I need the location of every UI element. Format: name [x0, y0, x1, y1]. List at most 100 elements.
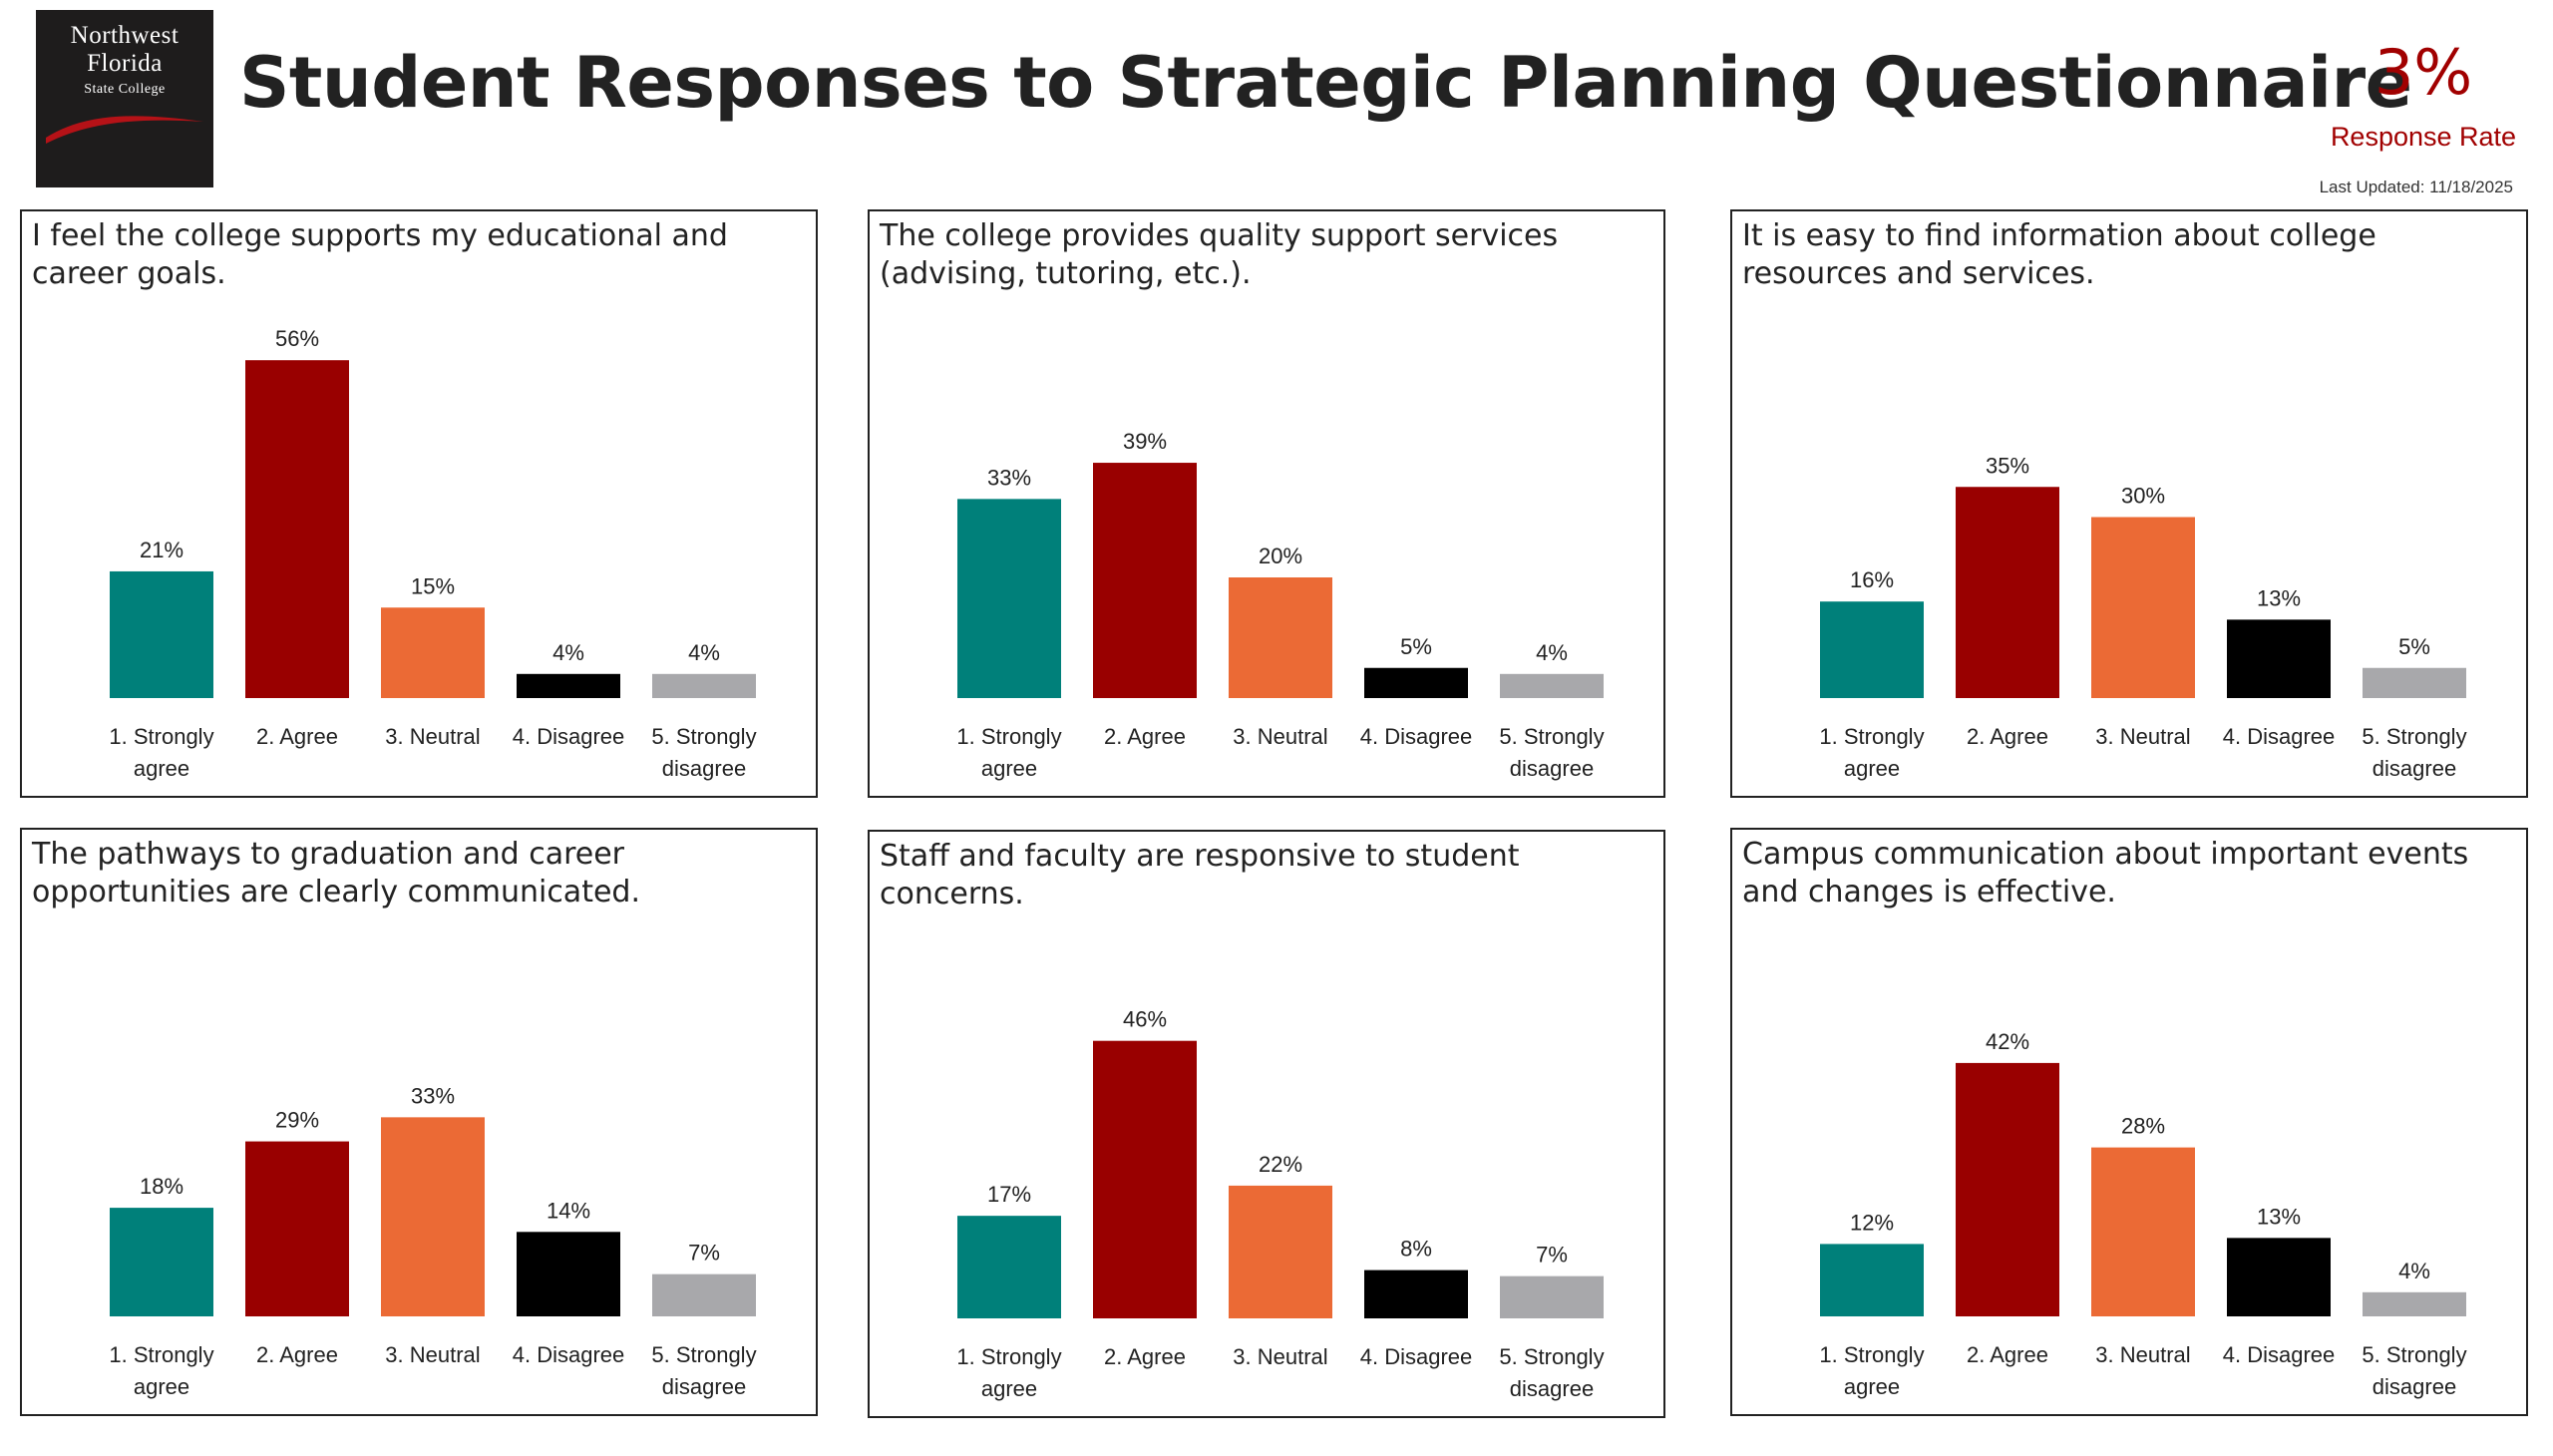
last-updated: Last Updated: 11/18/2025 — [2319, 178, 2513, 196]
college-logo: Northwest Florida State College — [36, 10, 213, 187]
bar-chart: 17% 1. Strongly agree 46% 2. Agree 22% 3. Neut… — [956, 1007, 1604, 1401]
data-label: 16% — [1850, 567, 1894, 592]
data-label: 18% — [140, 1174, 183, 1199]
data-label: 22% — [1259, 1152, 1302, 1177]
bar-agree — [245, 1141, 349, 1316]
data-label: 8% — [1400, 1237, 1432, 1262]
data-label: 20% — [1259, 544, 1302, 568]
bar-neutral — [381, 607, 485, 698]
category-label: 2. Agree — [1104, 1344, 1186, 1369]
category-label: 5. Strongly disagree — [651, 1342, 756, 1399]
bar-disagree — [2227, 1238, 2331, 1316]
category-label: 4. Disagree — [1360, 724, 1473, 749]
bar-strongly-agree — [110, 570, 213, 698]
chart-panel-3: It is easy to find information about col… — [1730, 209, 2528, 798]
bar-disagree — [517, 1232, 620, 1316]
bar-chart: 18% 1. Strongly agree 29% 2. Agree 33% 3. Neut… — [109, 1083, 756, 1399]
category-label: 3. Neutral — [385, 724, 480, 749]
category-label: 4. Disagree — [2223, 1342, 2336, 1367]
bar-neutral — [2091, 517, 2195, 698]
data-label: 39% — [1123, 429, 1167, 454]
bar-neutral — [2091, 1147, 2195, 1316]
page-title: Student Responses to Strategic Planning … — [239, 42, 2412, 124]
response-rate-label: Response Rate — [2330, 122, 2517, 152]
logo-line-1: Northwest — [70, 22, 180, 49]
category-label: 5. Strongly disagree — [2362, 724, 2466, 781]
bar-agree — [245, 360, 349, 698]
data-label: 29% — [275, 1108, 319, 1133]
data-label: 4% — [2398, 1259, 2430, 1283]
bar-strongly-agree — [1820, 601, 1924, 698]
category-label: 3. Neutral — [385, 1342, 480, 1367]
logo-swoosh-icon — [46, 116, 203, 144]
bar-strongly-disagree — [652, 1274, 756, 1316]
logo-line-3: State College — [84, 82, 166, 97]
data-label: 5% — [2398, 634, 2430, 659]
data-label: 5% — [1400, 634, 1432, 659]
bar-disagree — [1364, 1270, 1468, 1318]
bar-chart: 12% 1. Strongly agree 42% 2. Agree 28% 3. Neut… — [1819, 1029, 2466, 1399]
category-label: 5. Strongly disagree — [1499, 724, 1604, 781]
category-label: 5. Strongly disagree — [651, 724, 756, 781]
chart-panel-2: The college provides quality support ser… — [868, 209, 1665, 798]
bar-neutral — [1229, 1185, 1332, 1318]
data-label: 14% — [547, 1198, 590, 1223]
category-label: 2. Agree — [1104, 724, 1186, 749]
category-label: 3. Neutral — [1233, 724, 1327, 749]
response-rate-value: 3% — [2373, 36, 2473, 109]
category-label: 1. Strongly agree — [1819, 1342, 1924, 1399]
category-label: 4. Disagree — [513, 1342, 625, 1367]
bar-neutral — [1229, 577, 1332, 698]
data-label: 13% — [2257, 1204, 2301, 1229]
bar-agree — [1093, 463, 1197, 698]
category-label: 1. Strongly agree — [109, 724, 213, 781]
bar-agree — [1956, 487, 2059, 698]
question-title: The pathways to graduation and career op… — [32, 837, 640, 910]
bar-disagree — [517, 673, 620, 698]
category-label: 3. Neutral — [2095, 724, 2190, 749]
bar-strongly-disagree — [652, 673, 756, 698]
chart-panel-5: Staff and faculty are responsive to stud… — [868, 830, 1665, 1418]
category-label: 2. Agree — [256, 1342, 338, 1367]
bar-strongly-disagree — [1500, 1275, 1604, 1318]
category-label: 1. Strongly agree — [109, 1342, 213, 1399]
bar-chart: 16% 1. Strongly agree 35% 2. Agree 30% 3. Neut… — [1819, 453, 2466, 781]
bar-disagree — [2227, 619, 2331, 698]
bar-strongly-disagree — [2363, 667, 2466, 698]
bar-strongly-agree — [110, 1208, 213, 1316]
category-label: 1. Strongly agree — [1819, 724, 1924, 781]
category-label: 3. Neutral — [2095, 1342, 2190, 1367]
data-label: 4% — [688, 640, 720, 665]
bar-strongly-disagree — [2363, 1291, 2466, 1316]
chart-panel-4: The pathways to graduation and career op… — [20, 828, 818, 1416]
data-label: 4% — [1536, 640, 1568, 665]
question-title: Campus communication about important eve… — [1742, 837, 2469, 910]
data-label: 33% — [411, 1083, 455, 1108]
data-label: 42% — [1986, 1029, 2029, 1054]
data-label: 46% — [1123, 1007, 1167, 1032]
bar-strongly-agree — [957, 1216, 1061, 1318]
data-label: 56% — [275, 326, 319, 351]
category-label: 3. Neutral — [1233, 1344, 1327, 1369]
bar-neutral — [381, 1117, 485, 1316]
category-label: 4. Disagree — [1360, 1344, 1473, 1369]
chart-panel-6: Campus communication about important eve… — [1730, 828, 2528, 1416]
data-label: 28% — [2121, 1114, 2165, 1139]
bar-chart: 21% 1. Strongly agree 56% 2. Agree 15% 3. Neut… — [109, 326, 756, 781]
data-label: 17% — [987, 1182, 1031, 1207]
chart-panel-1: I feel the college supports my education… — [20, 209, 818, 798]
question-title: I feel the college supports my education… — [32, 218, 728, 291]
data-label: 30% — [2121, 484, 2165, 509]
category-label: 2. Agree — [1967, 724, 2048, 749]
bar-strongly-agree — [957, 499, 1061, 698]
data-label: 7% — [1536, 1243, 1568, 1268]
logo-line-2: Florida — [87, 50, 163, 77]
data-label: 7% — [688, 1241, 720, 1266]
data-label: 12% — [1850, 1210, 1894, 1235]
category-label: 4. Disagree — [2223, 724, 2336, 749]
question-title: The college provides quality support ser… — [880, 218, 1559, 291]
bar-agree — [1956, 1062, 2059, 1316]
data-label: 35% — [1986, 453, 2029, 478]
category-label: 2. Agree — [256, 724, 338, 749]
category-label: 5. Strongly disagree — [2362, 1342, 2466, 1399]
